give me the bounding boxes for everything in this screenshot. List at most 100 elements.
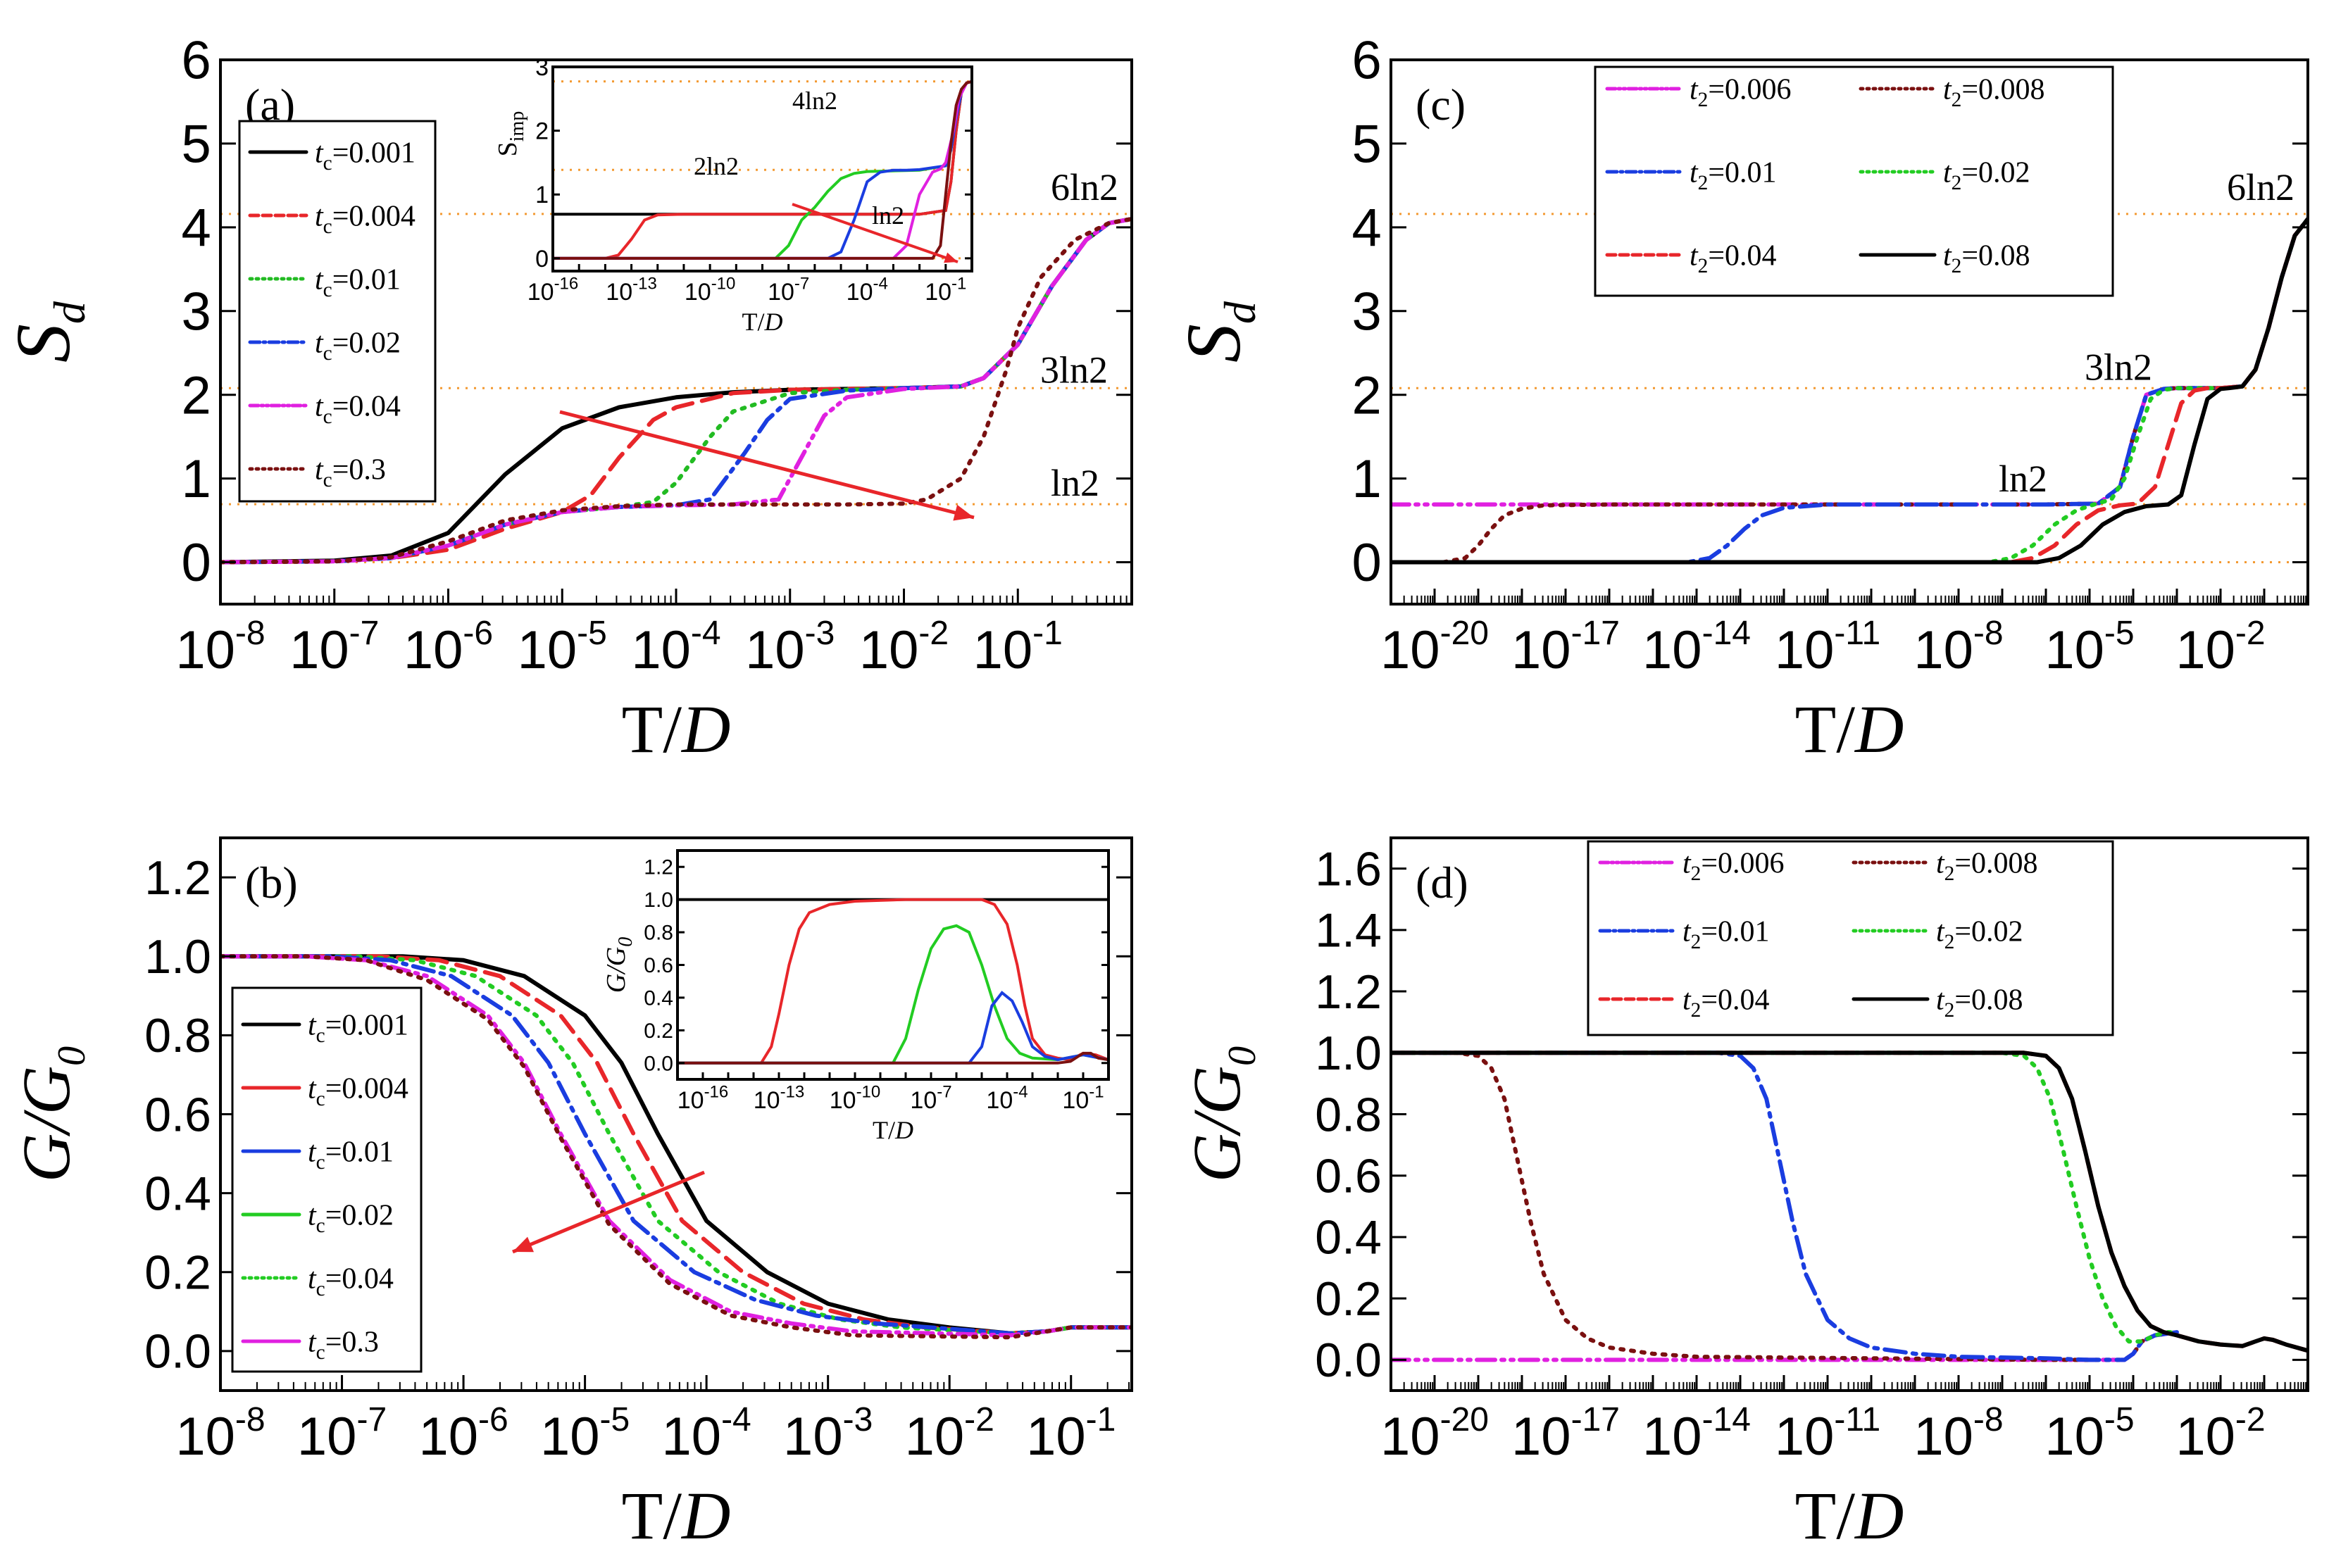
- b-legend-label: tc=0.3: [308, 1326, 379, 1365]
- d-ytick-label: 0.2: [1315, 1272, 1382, 1326]
- a-inset: 10-16 10-13 10-10 10-7 10-4 10-101234ln22ln2l…: [493, 54, 973, 336]
- trend-arrow-head: [513, 1236, 534, 1253]
- b-series-group: [220, 954, 1132, 1340]
- d-xtick-label: 10-17: [1511, 1401, 1620, 1467]
- b-inset-xtick-label: 10-16: [678, 1083, 729, 1114]
- b-inset-ytick-label: 0.0: [644, 1052, 673, 1075]
- b-xtick-label: 10-7: [297, 1401, 387, 1467]
- b-ytick-label: 0.2: [144, 1246, 211, 1300]
- d-series-line: [1391, 1050, 2179, 1362]
- a-ytick-label: 1: [182, 449, 211, 509]
- c-series-line: [1391, 217, 2308, 565]
- a-ytick-label: 3: [182, 282, 211, 341]
- inset-y-axis-label: Simp: [493, 111, 528, 157]
- d-xtick-label: 10-14: [1642, 1401, 1751, 1467]
- b-legend-label: tc=0.04: [308, 1263, 394, 1301]
- b-inset-series-group: [678, 898, 1109, 1065]
- a-xtick-label: 10-3: [745, 615, 835, 680]
- b-legend-label: tc=0.001: [308, 1010, 408, 1048]
- b-series-line: [220, 954, 1132, 1340]
- inset-trend-arrow-head: [944, 252, 958, 263]
- y-axis-label: Sd: [1170, 301, 1265, 363]
- a-ytick-label: 0: [182, 533, 211, 593]
- d-xtick-label: 10-5: [2044, 1401, 2134, 1467]
- a-inset-ytick-label: 1: [535, 182, 549, 208]
- d-series-line: [1391, 1330, 2179, 1362]
- x-axis-label: T/D: [622, 691, 731, 767]
- a-xtick-label: 10-2: [859, 615, 949, 680]
- c-frame: [1390, 58, 2309, 606]
- c-xtick-label: 10-8: [1913, 615, 2003, 680]
- inset-x-axis-label: T/D: [742, 308, 783, 336]
- panel-b: 10-8 10-7 10-6 10-5 10-4 10-3 10-2 10-1 0.0 0.2 0.…: [8, 836, 1133, 1553]
- a-inset-ytick-label: 0: [535, 246, 549, 272]
- annotation-6ln2: 6ln2: [1051, 166, 1118, 208]
- x-axis-label: T/D: [622, 1478, 731, 1553]
- a-legend-label: tc=0.01: [315, 264, 401, 302]
- b-inset-xtick-label: 10-7: [910, 1083, 951, 1114]
- b-xtick-label: 10-5: [540, 1401, 630, 1467]
- b-inset-xtick-label: 10-1: [1062, 1083, 1104, 1114]
- y-axis-label: Sd: [0, 301, 94, 363]
- b-inset-series-line: [678, 991, 1109, 1065]
- panel-label: (d): [1416, 858, 1468, 908]
- b-inset-bg: [678, 851, 1109, 1079]
- panel-c: 10-20 10-17 10-14 10-11 10-8 10-5 10-20123456T…: [1170, 31, 2309, 767]
- d-legend-box: [1587, 840, 2114, 1036]
- b-inset-series-line: [678, 1051, 1109, 1065]
- a-legend-label: tc=0.04: [315, 391, 401, 429]
- inset-y-axis-label: G/G0: [601, 937, 637, 993]
- c-ytick-label: 0: [1352, 533, 1382, 593]
- panel-d: 10-20 10-17 10-14 10-11 10-8 10-5 10-2 0.0 0.2 0.…: [1179, 836, 2309, 1553]
- a-ytick-label: 2: [182, 365, 211, 425]
- b-inset-ytick-label: 1.0: [644, 889, 673, 912]
- annotation-3ln2: 3ln2: [2085, 346, 2152, 388]
- d-legend: t2=0.006 t2=0.008 t2=0.01 t2=0.02 t2=0.04 t2=…: [1587, 840, 2114, 1036]
- trend-arrow: [512, 1170, 705, 1254]
- b-xtick-label: 10-1: [1026, 1401, 1116, 1467]
- inset-annotation-4ln2: 4ln2: [792, 87, 837, 115]
- d-ytick-label: 0.4: [1315, 1211, 1382, 1265]
- d-ytick-label: 0.6: [1315, 1150, 1382, 1203]
- d-xtick-label: 10-11: [1775, 1401, 1880, 1467]
- a-legend: tc=0.001 tc=0.004 tc=0.01 tc=0.02 tc=0.04 tc=…: [238, 120, 437, 503]
- annotation-6ln2: 6ln2: [2227, 166, 2294, 208]
- annotation-ln2: ln2: [1051, 462, 1099, 504]
- d-xtick-label: 10-8: [1913, 1401, 2003, 1467]
- d-series-line: [1391, 1050, 2179, 1362]
- y-axis-label: G/G0: [1179, 1046, 1264, 1182]
- trend-arrow: [559, 410, 975, 520]
- panel-label: (c): [1416, 80, 1466, 130]
- b-inset-ytick-label: 0.8: [644, 922, 673, 945]
- b-ytick-label: 0.0: [144, 1325, 211, 1379]
- d-ytick-label: 0.8: [1315, 1088, 1382, 1141]
- c-legend-label: t2=0.01: [1690, 157, 1777, 195]
- a-inset-ytick-label: 3: [535, 54, 549, 81]
- b-inset: 10-16 10-13 10-10 10-7 10-4 10-1 0.0 0.2 0.4 0.6 0…: [601, 849, 1110, 1144]
- d-xtick-label: 10-2: [2175, 1401, 2265, 1467]
- x-axis-label: T/D: [1795, 1478, 1904, 1553]
- a-series-line: [220, 217, 1132, 565]
- b-inset-ytick-label: 0.6: [644, 954, 673, 977]
- a-legend-label: tc=0.3: [315, 454, 386, 492]
- b-inset-xtick-label: 10-13: [754, 1083, 805, 1114]
- inset-x-axis-label: T/D: [873, 1116, 913, 1144]
- c-xtick-label: 10-20: [1380, 615, 1489, 680]
- a-inset-ytick-label: 2: [535, 118, 549, 145]
- b-ytick-label: 0.8: [144, 1009, 211, 1062]
- d-legend-label: t2=0.08: [1936, 984, 2023, 1022]
- d-ytick-label: 1.2: [1315, 965, 1382, 1019]
- d-legend-label: t2=0.01: [1682, 916, 1770, 954]
- a-inset-xtick-label: 10-16: [527, 275, 579, 306]
- b-xtick-label: 10-8: [175, 1401, 265, 1467]
- x-axis-label: T/D: [1795, 691, 1904, 767]
- c-xtick-label: 10-5: [2044, 615, 2134, 680]
- c-legend-label: t2=0.04: [1690, 240, 1777, 278]
- c-legend-label: t2=0.006: [1690, 74, 1792, 112]
- b-inset-series-line: [678, 924, 1109, 1065]
- d-legend-label: t2=0.008: [1936, 848, 2038, 886]
- a-xtick-label: 10-6: [404, 615, 493, 680]
- c-ytick-label: 1: [1352, 449, 1382, 509]
- d-series-line: [1391, 1050, 2179, 1344]
